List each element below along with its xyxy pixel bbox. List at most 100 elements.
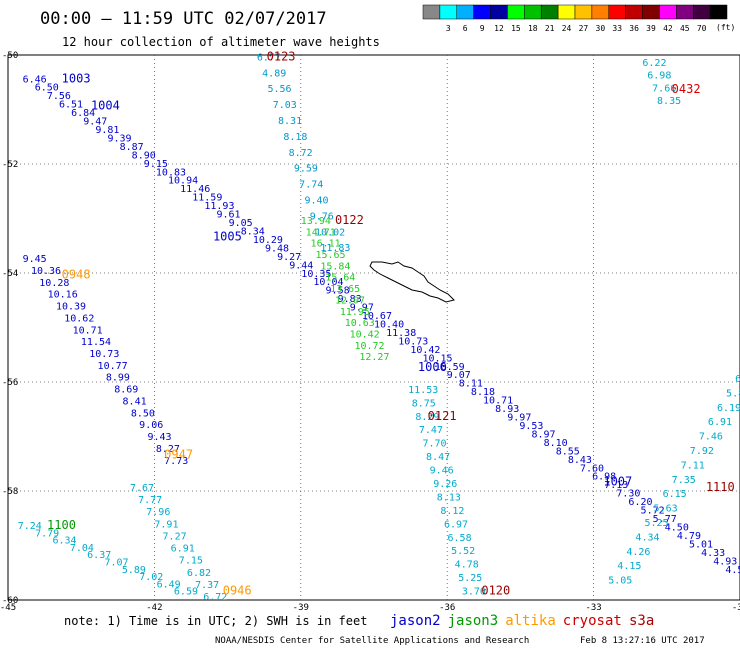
- wave-height-label: 8.75: [412, 398, 436, 409]
- wave-height-label: 9.76: [310, 211, 334, 222]
- chart-timestamp: Feb 8 13:27:16 UTC 2017: [580, 636, 705, 646]
- color-swatch: [490, 4, 508, 20]
- pass-id-label: 0948: [62, 267, 91, 281]
- color-swatch: [473, 4, 491, 20]
- wave-height-label: 8.34: [241, 226, 265, 237]
- wave-height-label: 10.72: [354, 341, 384, 352]
- legend-entry: cryosat: [563, 613, 622, 629]
- wave-height-label: 4.54: [725, 565, 740, 576]
- wave-height-label: 6.77: [257, 52, 281, 63]
- pass-id-label: 0123: [267, 49, 296, 63]
- color-scale-label: 6: [463, 24, 468, 33]
- wave-height-label: 10.28: [39, 278, 69, 289]
- wave-height-label: 8.50: [131, 408, 155, 419]
- color-swatch: [642, 4, 660, 20]
- color-swatch: [422, 4, 441, 20]
- color-scale-label: 3: [446, 24, 451, 33]
- wave-height-label: 11.59: [192, 193, 222, 204]
- chart-subtitle: 12 hour collection of altimeter wave hei…: [62, 35, 380, 49]
- wave-height-label: 9.61: [216, 210, 240, 221]
- color-scale-label: 21: [545, 24, 555, 33]
- wave-height-label: 10.71: [73, 325, 103, 336]
- wave-height-label: 8.18: [471, 387, 495, 398]
- wave-height-label: 7.27: [163, 531, 187, 542]
- wave-height-label: 10.71: [483, 396, 513, 407]
- color-scale-label: 45: [680, 24, 690, 33]
- color-scale-label: 39: [646, 24, 656, 33]
- wave-height-label: 11.95: [340, 307, 370, 318]
- wave-height-label: 6.98: [592, 472, 616, 483]
- pass-id-label: 1003: [62, 71, 91, 85]
- wave-height-label: 8.97: [532, 429, 556, 440]
- wave-height-label: 6.15: [663, 489, 687, 500]
- pass-id-label: 0120: [481, 584, 510, 598]
- wave-height-label: 5.05: [608, 576, 632, 587]
- wave-height-label: 7.04: [70, 543, 94, 554]
- wave-height-label: 11.54: [81, 337, 111, 348]
- color-swatch: [692, 4, 711, 20]
- wave-height-label: 5.01: [689, 539, 713, 550]
- color-scale-label: 24: [562, 24, 572, 33]
- wave-height-label: 10.16: [48, 290, 78, 301]
- wave-height-label: 10.42: [350, 329, 380, 340]
- wave-height-label: 8.31: [278, 116, 302, 127]
- color-swatch: [676, 4, 694, 20]
- wave-height-label: 5.63: [654, 504, 678, 515]
- chart-credit: NOAA/NESDIS Center for Satellite Applica…: [215, 636, 529, 646]
- wave-height-label: 5.89: [122, 565, 146, 576]
- color-swatch: [659, 4, 677, 20]
- wave-height-label: 6.91: [171, 544, 195, 555]
- wave-height-label: 8.29: [415, 412, 439, 423]
- wave-height-label: 4.78: [455, 560, 479, 571]
- lon-tick-label: -30: [732, 603, 740, 613]
- wave-height-label: 6.84: [71, 108, 95, 119]
- wave-height-label: 6.50: [35, 83, 59, 94]
- wave-height-label: 10.02: [315, 227, 345, 238]
- color-scale-label: 15: [511, 24, 521, 33]
- wave-height-label: 4.50: [665, 522, 689, 533]
- color-scale-label: 12: [494, 24, 504, 33]
- color-scale-label: 18: [528, 24, 538, 33]
- wave-height-label: 10.77: [98, 361, 128, 372]
- wave-height-label: 11.53: [408, 385, 438, 396]
- color-scale-label: 42: [663, 24, 673, 33]
- pass-id-label: 1004: [91, 99, 120, 113]
- pass-id-label: 1110: [706, 480, 735, 494]
- wave-height-label: 10.39: [56, 302, 86, 313]
- wave-height-label: 7.02: [139, 572, 163, 583]
- wave-height-label: 9.47: [83, 117, 107, 128]
- color-swatch: [540, 4, 559, 20]
- wave-height-label: 10.59: [435, 362, 465, 373]
- wave-height-label: 5.56: [267, 84, 291, 95]
- wave-height-label: 8.41: [123, 396, 147, 407]
- lat-tick-label: -56: [2, 378, 18, 388]
- wave-height-label: 6.91: [708, 417, 732, 428]
- wave-height-label: 13.94: [301, 216, 331, 227]
- wave-height-label: 9.97: [507, 413, 531, 424]
- wave-height-label: 8.18: [283, 132, 307, 143]
- wave-height-label: 8.12: [440, 506, 464, 517]
- color-swatch: [557, 4, 576, 20]
- wave-height-label: 10.73: [89, 349, 119, 360]
- legend-entry: jason2: [390, 613, 441, 629]
- wave-height-label: 9.43: [148, 432, 172, 443]
- lon-tick-label: -42: [146, 603, 162, 613]
- wave-height-label: 6.59: [174, 587, 198, 598]
- wave-height-label: 6.82: [187, 568, 211, 579]
- wave-height-label: 12.07: [335, 295, 365, 306]
- wave-height-label: 10.67: [362, 311, 392, 322]
- color-scale-label: 36: [629, 24, 639, 33]
- wave-height-label: 4.34: [635, 532, 659, 543]
- wave-height-label: 9.44: [289, 260, 313, 271]
- pass-id-label: 0946: [223, 584, 252, 598]
- wave-height-label: 7.70: [422, 439, 446, 450]
- wave-height-label: 7.37: [195, 580, 219, 591]
- wave-height-label: 7.56: [47, 91, 71, 102]
- wave-height-label: 9.27: [277, 252, 301, 263]
- wave-height-label: 7.24: [18, 521, 42, 532]
- legend-entry: altika: [505, 613, 556, 629]
- wave-height-label: 11.38: [386, 328, 416, 339]
- wave-height-label: 11.93: [204, 201, 234, 212]
- south-georgia-coastline: [369, 261, 455, 303]
